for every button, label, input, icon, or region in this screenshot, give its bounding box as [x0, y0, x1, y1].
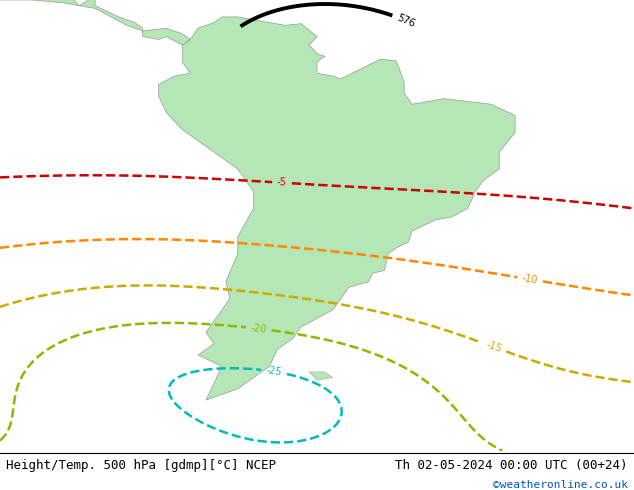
Polygon shape: [79, 0, 190, 45]
Text: Th 02-05-2024 00:00 UTC (00+24): Th 02-05-2024 00:00 UTC (00+24): [395, 459, 628, 472]
Text: -5: -5: [277, 177, 287, 188]
Text: -10: -10: [522, 273, 539, 286]
Text: Height/Temp. 500 hPa [gdmp][°C] NCEP: Height/Temp. 500 hPa [gdmp][°C] NCEP: [6, 459, 276, 472]
Text: -15: -15: [485, 340, 503, 354]
Text: -25: -25: [266, 366, 283, 378]
Polygon shape: [309, 372, 333, 380]
Text: ©weatheronline.co.uk: ©weatheronline.co.uk: [493, 480, 628, 490]
Text: 576: 576: [395, 12, 416, 29]
Text: -20: -20: [250, 323, 267, 335]
Polygon shape: [158, 17, 515, 400]
Polygon shape: [0, 0, 79, 6]
